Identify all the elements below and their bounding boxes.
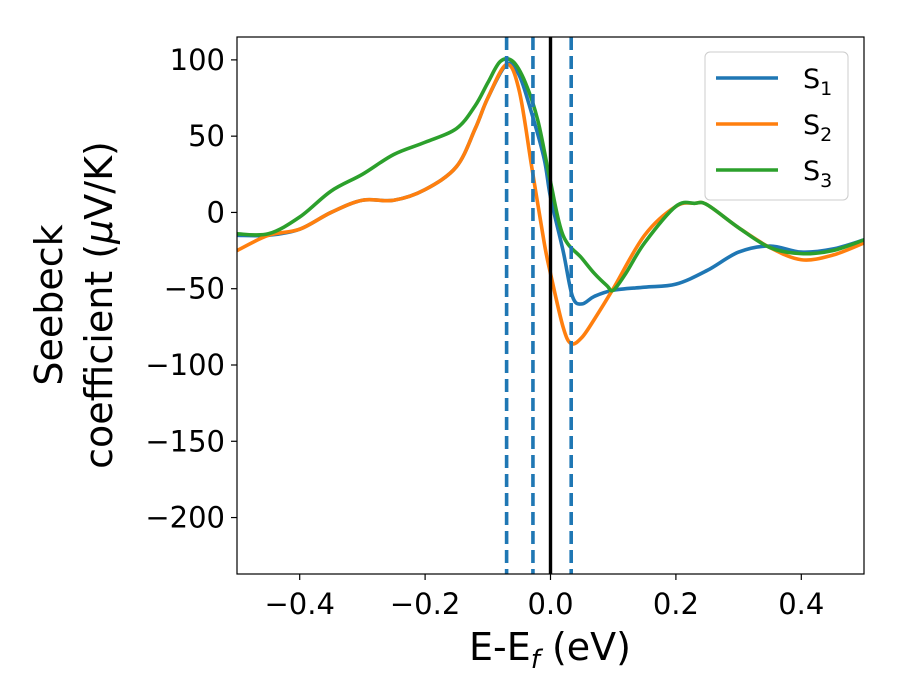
x-tick-label: −0.2 <box>390 587 460 621</box>
series-line-s3 <box>237 56 864 293</box>
x-axis-label: E-Ef (eV) <box>469 625 631 675</box>
x-tick-label: −0.4 <box>264 587 334 621</box>
y-tick-label: −50 <box>164 272 225 306</box>
y-tick-label: −200 <box>145 501 225 535</box>
y-tick-label: 0 <box>207 195 225 229</box>
x-tick-label: 0.2 <box>653 587 699 621</box>
y-axis-label-line1: Seebeck <box>27 224 71 385</box>
legend: S1 S2 S3 <box>704 51 849 201</box>
x-axis: −0.4 −0.2 0.0 0.2 0.4 <box>264 574 824 621</box>
x-tick-label: 0.0 <box>527 587 573 621</box>
legend-label-s2: S2 <box>803 110 832 146</box>
legend-label-s3: S3 <box>803 156 832 192</box>
plot-area <box>237 37 864 574</box>
legend-label-s1: S1 <box>803 64 832 100</box>
y-axis: 100 50 0 −50 −100 −150 −200 <box>145 43 237 535</box>
y-tick-label: −150 <box>145 424 225 458</box>
y-axis-label-line2: coefficient (μV/K) <box>77 141 121 469</box>
y-tick-label: 50 <box>188 119 225 153</box>
x-tick-label: 0.4 <box>778 587 824 621</box>
legend-frame <box>704 51 849 201</box>
y-tick-label: 100 <box>170 43 225 77</box>
y-tick-label: −100 <box>145 348 225 382</box>
